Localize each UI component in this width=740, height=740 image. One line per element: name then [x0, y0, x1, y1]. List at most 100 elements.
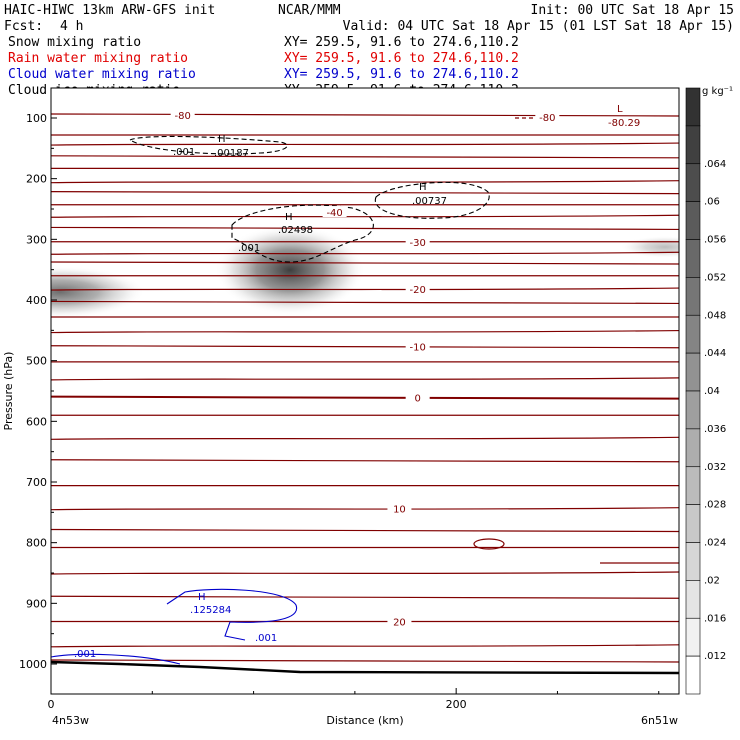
isotherm [51, 377, 679, 381]
isotherm [51, 155, 679, 159]
colorbar-cell [685, 352, 701, 392]
isotherm [51, 180, 679, 184]
temperature-label-bg [405, 391, 430, 403]
colorbar-tick-label: .056 [704, 235, 726, 246]
isotherm [51, 546, 679, 549]
shaded-maximum-left [51, 266, 145, 318]
y-tick-label: 500 [26, 355, 47, 368]
header: HAIC-HIWC 13km ARW-GFS init NCAR/MMM Ini… [4, 3, 734, 98]
isotherm [51, 226, 679, 231]
shaded-maximum-main [215, 225, 365, 315]
y-tick-label: 600 [26, 415, 47, 428]
temperature-labels: -80 -80 -40 -30 -20 -10 0 10 20 [170, 108, 560, 629]
isotherm [51, 287, 679, 291]
colorbar-cell [685, 466, 701, 505]
y-tick-label: 1000 [19, 658, 47, 671]
field-label: Rain water mixing ratio [8, 51, 188, 66]
isotherm [51, 142, 679, 146]
colorbar-tick-label: .036 [704, 424, 726, 435]
isotherm [51, 134, 679, 136]
isotherm [51, 507, 679, 511]
colorbar-cell [685, 277, 701, 316]
colorbar-tick-label: .024 [704, 538, 726, 549]
y-tick-label: 900 [26, 597, 47, 610]
init-time: Init: 00 UTC Sat 18 Apr 15 [531, 3, 735, 18]
isotherm [51, 459, 679, 463]
colorbar-tick-label: .064 [704, 159, 726, 170]
ice-contour-upper-right [374, 181, 490, 219]
extremum-value: .00187 [214, 148, 249, 159]
colorbar-cell [685, 239, 701, 278]
temperature-label-bg [405, 235, 430, 247]
colorbar-cell [685, 314, 701, 354]
isotherm [51, 203, 679, 206]
temperature-label: -20 [409, 285, 425, 296]
extremum-value: .125284 [190, 605, 231, 616]
colorbar-tick-label: .032 [704, 462, 726, 473]
y-tick-label: 200 [26, 173, 47, 186]
colorbar-cell [685, 428, 701, 468]
temperature-label: -40 [326, 208, 342, 219]
y-axis: 100 200 300 400 500 600 700 800 900 1000 [19, 112, 57, 671]
x-tick-label: 0 [48, 698, 55, 711]
field-xy: XY= 259.5, 91.6 to 274.6,110.2 [284, 35, 519, 50]
temperature-label-bg [387, 502, 412, 514]
temperature-label-bg [322, 206, 347, 218]
isotherm [51, 167, 679, 170]
temperature-label: -10 [409, 343, 425, 354]
colorbar-cell [685, 125, 701, 165]
isotherm [51, 644, 679, 648]
y-tick-label: 800 [26, 537, 47, 550]
x-left-endpoint: 4n53w [52, 714, 89, 727]
field-label: Snow mixing ratio [8, 35, 141, 50]
colorbar-cell [685, 542, 701, 581]
org-label: NCAR/MMM [278, 3, 341, 18]
isotherm [51, 528, 679, 533]
isotherm [51, 113, 679, 117]
extremum-value: -80.29 [608, 118, 640, 129]
ice-contour-main [231, 204, 374, 263]
temperature-label: 0 [414, 394, 420, 405]
colorbar-cell [685, 504, 701, 543]
extrema-labels: H .00187 H .00737 H .02498 L -80.29 H .125284 .001… [74, 104, 640, 660]
x-axis: 0 200 [48, 688, 660, 711]
colorbar-cell [685, 163, 701, 202]
colorbar: .064 .06 .056 .052 .048 .044 .04 .036 .032 .028 .0… [685, 87, 726, 695]
temperature-label: -30 [409, 238, 425, 249]
plot-area [51, 88, 679, 694]
extremum-value: .00737 [412, 196, 447, 207]
y-tick-label: 700 [26, 476, 47, 489]
isotherm [51, 436, 679, 440]
colorbar-tick-label: .052 [704, 272, 726, 283]
isotherm [51, 261, 679, 265]
isotherm [51, 571, 679, 575]
isotherm [51, 484, 679, 487]
y-tick-label: 300 [26, 233, 47, 246]
colorbar-tick-label: .028 [704, 500, 726, 511]
isotherm [51, 659, 679, 663]
valid-time: Valid: 04 UTC Sat 18 Apr 15 (01 LST Sat … [343, 19, 734, 34]
extremum-marker: H [419, 182, 427, 193]
isotherm [51, 214, 679, 218]
isotherm [51, 274, 679, 277]
field-xy: XY= 259.5, 91.6 to 274.6,110.2 [284, 51, 519, 66]
field-label: Cloud water mixing ratio [8, 67, 196, 82]
extremum-marker: H [285, 212, 293, 223]
cloud-water-contour-mid [166, 588, 298, 641]
temperature-label-bg [405, 283, 430, 295]
isotherm [51, 395, 679, 400]
contour-value-label: .001 [74, 649, 96, 660]
contour-value-label: .001 [173, 147, 195, 158]
extremum-marker: H [218, 134, 226, 145]
fcst-label: Fcst: [4, 19, 43, 34]
colorbar-cell [685, 617, 701, 657]
colorbar-cell [685, 390, 701, 430]
isotherm [51, 300, 679, 305]
x-axis-label: Distance (km) [326, 714, 403, 727]
ice-contour-upper-left [128, 135, 288, 155]
colorbar-tick-label: .04 [704, 386, 720, 397]
temperature-label-bg [387, 615, 412, 627]
temperature-label-bg [535, 110, 560, 122]
temperature-label: -80 [175, 111, 191, 122]
